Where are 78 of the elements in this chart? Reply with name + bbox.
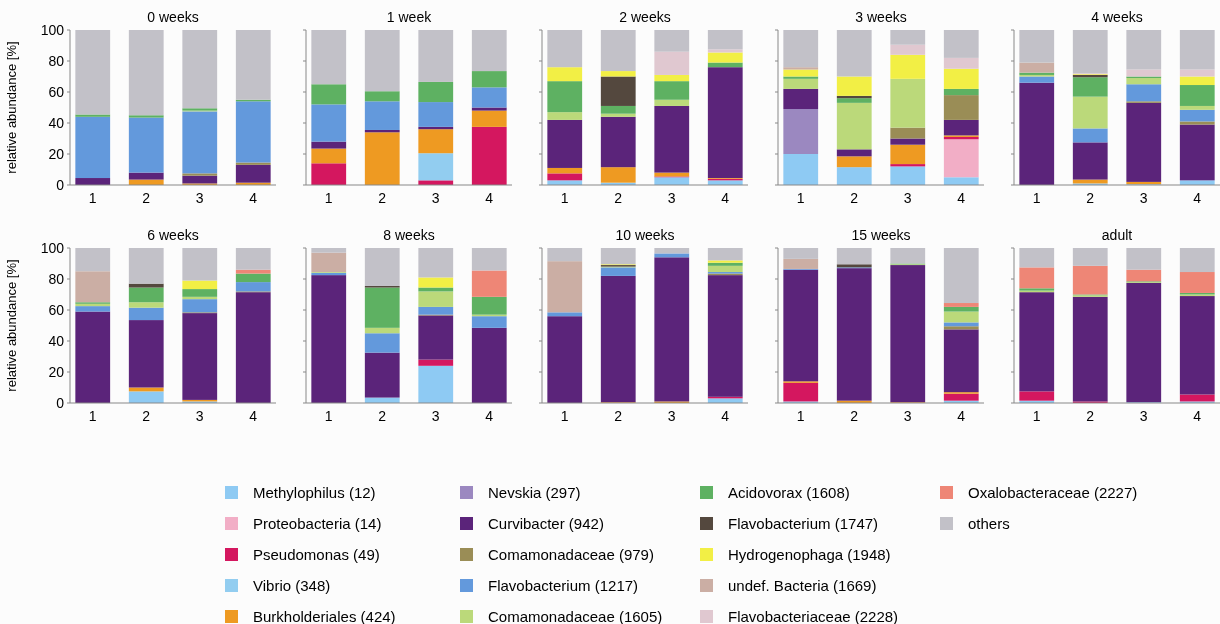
legend-label: Proteobacteria (14) — [253, 515, 382, 533]
chart-title: 3 weeks — [855, 9, 907, 25]
y-tick-label: 100 — [40, 239, 65, 256]
x-tick-label: 2 — [1086, 408, 1095, 424]
x-tick-label: 4 — [249, 190, 258, 206]
x-tick-label: 4 — [249, 408, 258, 424]
x-tick-label: 2 — [1086, 190, 1095, 206]
x-tick-label: 4 — [1193, 190, 1202, 206]
chart-title: 1 week — [386, 9, 433, 25]
y-tick-label: 40 — [48, 332, 65, 349]
y-tick-label: 20 — [48, 363, 65, 380]
y-tick-label: 60 — [48, 83, 65, 100]
chart-title: 2 weeks — [619, 9, 671, 25]
x-tick-label: 1 — [560, 190, 569, 206]
chart-title: 15 weeks — [851, 227, 911, 243]
legend-label: Nevskia (297) — [488, 484, 581, 502]
x-tick-label: 3 — [195, 408, 204, 424]
y-tick-label: 100 — [40, 21, 65, 38]
x-tick-label: 1 — [796, 408, 805, 424]
y-tick-label: 40 — [48, 114, 65, 131]
x-tick-label: 2 — [378, 190, 387, 206]
x-tick-label: 3 — [1139, 408, 1148, 424]
y-tick-label: 0 — [56, 394, 65, 411]
y-tick-label: 60 — [48, 301, 65, 318]
x-tick-label: 1 — [1032, 190, 1041, 206]
y-axis-title: relative abundance [%] — [4, 41, 19, 174]
x-tick-label: 3 — [667, 190, 676, 206]
legend-label: Pseudomonas (49) — [253, 546, 380, 564]
legend-label: undef. Bacteria (1669) — [728, 577, 877, 595]
x-tick-label: 2 — [614, 190, 623, 206]
legend-label: Hydrogenophaga (1948) — [728, 546, 891, 564]
legend-label: others — [968, 515, 1010, 533]
chart-title: 8 weeks — [383, 227, 435, 243]
x-tick-label: 4 — [485, 408, 494, 424]
chart-title: adult — [1101, 227, 1133, 243]
legend-label: Vibrio (348) — [253, 577, 331, 595]
legend-label: Methylophilus (12) — [253, 484, 376, 502]
x-tick-label: 4 — [721, 190, 730, 206]
y-tick-label: 80 — [48, 52, 65, 69]
y-tick-label: 0 — [56, 176, 65, 193]
x-tick-label: 3 — [667, 408, 676, 424]
x-tick-label: 4 — [1193, 408, 1202, 424]
x-tick-label: 2 — [142, 190, 151, 206]
x-tick-label: 4 — [721, 408, 730, 424]
x-tick-label: 2 — [614, 408, 623, 424]
x-tick-label: 1 — [1032, 408, 1041, 424]
chart-title: 4 weeks — [1091, 9, 1143, 25]
x-tick-label: 4 — [957, 408, 966, 424]
x-tick-label: 3 — [903, 408, 912, 424]
legend-label: Curvibacter (942) — [488, 515, 604, 533]
x-tick-label: 1 — [88, 190, 97, 206]
x-tick-label: 3 — [1139, 190, 1148, 206]
chart-title: 10 weeks — [615, 227, 675, 243]
legend-label: Comamonadaceae (979) — [488, 546, 654, 564]
x-tick-label: 2 — [378, 408, 387, 424]
y-tick-label: 20 — [48, 145, 65, 162]
x-tick-label: 2 — [850, 408, 859, 424]
x-tick-label: 1 — [324, 408, 333, 424]
y-tick-label: 80 — [48, 270, 65, 287]
chart-title: 0 weeks — [147, 9, 199, 25]
x-tick-label: 3 — [431, 408, 440, 424]
x-tick-label: 2 — [142, 408, 151, 424]
legend-label: Oxalobacteraceae (2227) — [968, 484, 1138, 502]
legend-label: Flavobacterium (1217) — [488, 577, 639, 595]
x-tick-label: 3 — [431, 190, 440, 206]
chart-title: 6 weeks — [147, 227, 199, 243]
x-tick-label: 1 — [88, 408, 97, 424]
x-tick-label: 3 — [903, 190, 912, 206]
x-tick-label: 3 — [195, 190, 204, 206]
x-tick-label: 1 — [324, 190, 333, 206]
x-tick-label: 2 — [850, 190, 859, 206]
x-tick-label: 4 — [957, 190, 966, 206]
y-axis-title: relative abundance [%] — [4, 259, 19, 392]
x-tick-label: 1 — [560, 408, 569, 424]
legend-label: Flavobacterium (1747) — [728, 515, 879, 533]
x-tick-label: 1 — [796, 190, 805, 206]
legend-label: Acidovorax (1608) — [728, 484, 850, 502]
x-tick-label: 4 — [485, 190, 494, 206]
